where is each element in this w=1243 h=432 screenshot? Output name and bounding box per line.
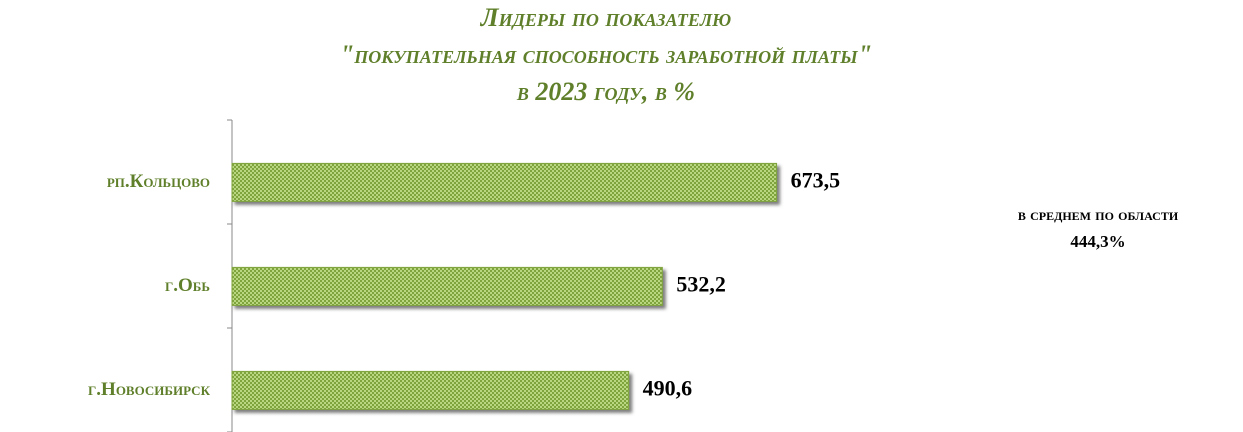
bar	[231, 370, 630, 410]
bar	[231, 162, 778, 202]
y-tick-label: г.Новосибирск	[88, 379, 211, 400]
y-tick-label: рп.Кольцово	[107, 171, 210, 192]
chart-title: "покупательная способность заработной пл…	[340, 40, 872, 69]
annotation: в среднем по области	[1018, 205, 1179, 224]
chart-title: в 2023 году, в %	[516, 77, 695, 106]
data-label: 532,2	[676, 271, 726, 296]
y-tick-label: г.Обь	[165, 275, 210, 296]
annotation: 444,3%	[1070, 232, 1125, 251]
chart-title: Лидеры по показателю	[480, 3, 731, 32]
bar	[231, 266, 663, 306]
data-label: 673,5	[791, 167, 841, 192]
data-label: 490,6	[643, 375, 693, 400]
